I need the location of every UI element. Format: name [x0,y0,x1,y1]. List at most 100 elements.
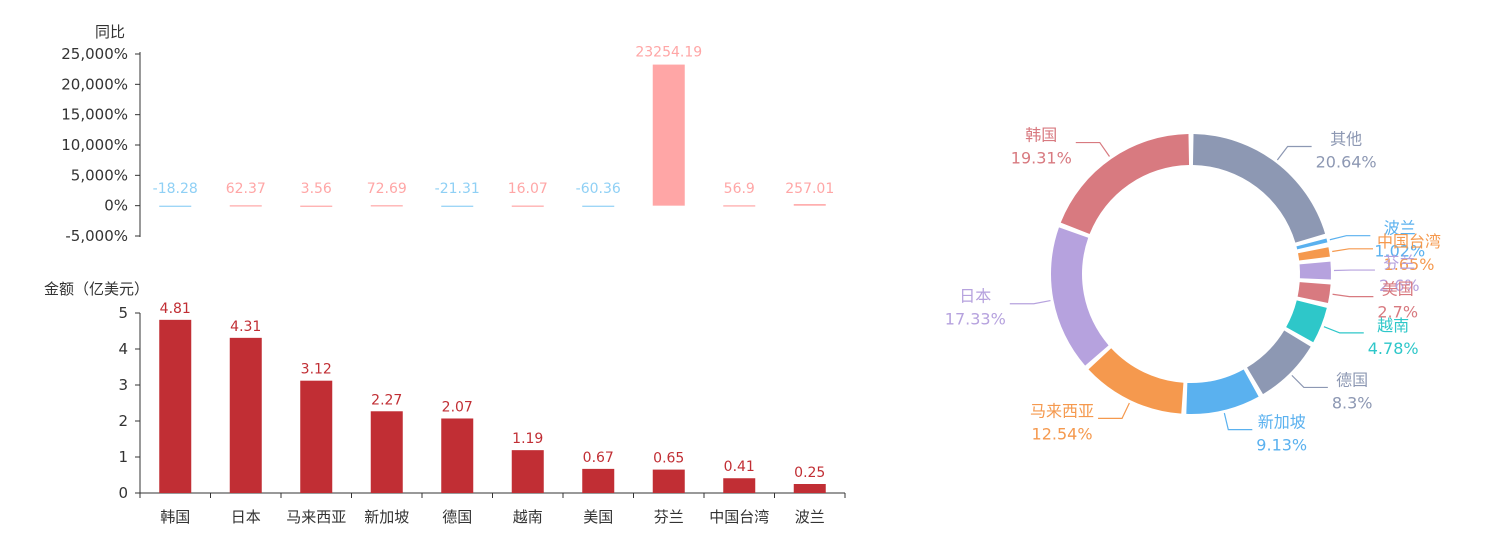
donut-slice [1297,282,1331,304]
amount-axis-title: 金额（亿美元） [44,280,149,298]
donut-slice [1296,238,1328,250]
yoy-bar-label: 16.07 [508,181,548,197]
yoy-y-tick-label: 10,000% [61,136,128,154]
yoy-bar [652,64,685,206]
amount-y-tick-label: 5 [118,304,128,322]
donut-label-percent: 9.13% [1256,436,1307,455]
donut-label-name: 日本 [959,287,991,306]
yoy-bar-label: -21.31 [435,181,480,197]
yoy-bar [582,205,615,207]
donut-slice [1060,134,1190,235]
donut-label-name: 美国 [1382,280,1414,299]
amount-x-tick-label: 德国 [442,508,472,526]
amount-bar-label: 2.27 [371,392,402,408]
amount-bar-label: 0.67 [583,450,614,466]
yoy-y-tick-label: 20,000% [61,75,128,93]
donut-label-name: 其他 [1330,129,1362,148]
amount-x-tick-label: 日本 [231,508,261,526]
amount-bar-labels: 4.81 4.31 3.12 2.27 2.07 1.19 0.67 0.65 0.41 0.25 [160,301,826,481]
donut-leader-line [1291,374,1328,389]
yoy-bar [511,205,544,207]
amount-bar [370,411,403,493]
amount-x-tick-label: 美国 [583,508,613,526]
yoy-bar [159,205,192,207]
yoy-bar [300,205,333,207]
yoy-bar-label: 56.9 [724,181,755,197]
yoy-bar-label: 23254.19 [635,45,702,61]
share-donut-chart: 其他 20.64% 波兰 1.02%中国台湾 1.65%芬兰 2.6%美国 2.7%越南 4.… [945,126,1441,455]
yoy-bar [229,205,262,207]
amount-y-tick-label: 3 [118,376,128,394]
donut-label-name: 越南 [1377,316,1409,335]
yoy-y-tick-label: 5,000% [71,166,128,184]
amount-x-ticks: 韩国 日本 马来西亚 新加坡 德国 越南 美国 芬兰 中国台湾 波兰 [139,493,846,526]
amount-x-tick-label: 越南 [513,508,543,526]
amount-bar-label: 3.12 [301,362,332,378]
amount-bar-chart: 金额（亿美元） 5 4 3 2 1 0 4.81 4.31 3.12 2.27 2.07 1.19 0… [44,280,846,526]
donut-leader-line [1323,326,1364,334]
amount-y-tick-label: 0 [118,484,128,502]
yoy-bar-label: 3.56 [301,181,332,197]
donut-slice [1088,348,1184,414]
donut-slices [1050,134,1331,414]
amount-x-tick-label: 中国台湾 [709,508,769,526]
amount-bar [723,478,756,493]
amount-y-tick-label: 1 [118,448,128,466]
donut-leader-line [1098,402,1130,419]
donut-slice [1299,261,1331,280]
amount-bars [159,319,826,493]
yoy-y-ticks: 25,000% 20,000% 15,000% 10,000% 5,000% 0% -5,0… [61,45,140,245]
donut-label-percent: 4.78% [1368,339,1419,358]
donut-label-percent: 20.64% [1316,152,1377,171]
amount-x-tick-label: 波兰 [795,508,825,526]
yoy-bar [793,204,826,206]
amount-bar-label: 2.07 [442,399,473,415]
donut-leader-lines [1009,141,1375,431]
donut-label-percent: 12.54% [1032,424,1093,443]
amount-x-tick-label: 韩国 [160,508,190,526]
donut-slice [1247,330,1311,395]
amount-bar [582,468,615,493]
yoy-y-tick-label: 15,000% [61,106,128,124]
amount-x-tick-label: 芬兰 [654,508,684,526]
yoy-bar-label: 72.69 [367,181,407,197]
yoy-bar-chart: 同比 25,000% 20,000% 15,000% 10,000% 5,000% 0% -… [61,23,834,245]
donut-leader-line [1276,145,1312,161]
donut-label-name: 波兰 [1384,219,1416,238]
yoy-bars [159,64,826,207]
donut-leader-line [1332,293,1374,298]
amount-bar [229,337,262,493]
amount-y-tick-label: 2 [118,412,128,430]
donut-leader-line [1223,412,1253,431]
yoy-bar-label: -18.28 [153,181,198,197]
amount-bar-label: 4.81 [160,301,191,317]
amount-bar-label: 1.19 [512,431,543,447]
donut-labels: 其他 20.64% 波兰 1.02%中国台湾 1.65%芬兰 2.6%美国 2.7%越南 4.… [945,126,1441,455]
amount-bar-label: 0.25 [794,465,825,481]
yoy-bar-label: 62.37 [226,181,266,197]
yoy-y-tick-label: 25,000% [61,45,128,63]
donut-label-percent: 1.65% [1384,255,1435,274]
donut-slice [1298,247,1330,261]
donut-leader-line [1329,235,1371,241]
donut-label-name: 德国 [1336,370,1368,389]
donut-label-name: 新加坡 [1258,413,1306,432]
donut-slice [1186,369,1259,414]
donut-label-name: 韩国 [1025,126,1057,145]
amount-y-tick-label: 4 [118,340,128,358]
donut-label-percent: 19.31% [1011,149,1072,168]
amount-bar [793,484,826,493]
donut-label-name: 马来西亚 [1030,401,1094,420]
donut-leader-line [1332,248,1374,253]
amount-x-tick-label: 马来西亚 [286,508,346,526]
donut-label-percent: 8.3% [1332,393,1373,412]
donut-label-percent: 17.33% [945,310,1006,329]
amount-bar [511,450,544,493]
yoy-bar [723,205,756,207]
amount-bar [159,319,192,493]
amount-bar-label: 0.41 [724,459,755,475]
donut-leader-line [1009,299,1051,305]
donut-label-percent: 2.6% [1379,276,1420,295]
yoy-axis-title: 同比 [95,23,125,41]
amount-bar-label: 4.31 [230,319,261,335]
